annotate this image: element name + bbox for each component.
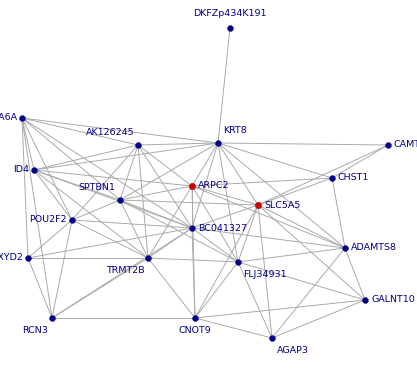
Point xyxy=(384,142,391,148)
Text: ADAMTS8: ADAMTS8 xyxy=(351,243,397,252)
Point xyxy=(255,202,261,208)
Text: AGAP3: AGAP3 xyxy=(277,346,309,355)
Text: GALNT10: GALNT10 xyxy=(371,296,415,304)
Text: AK126245: AK126245 xyxy=(86,128,135,137)
Text: POU2F2: POU2F2 xyxy=(30,216,67,224)
Point xyxy=(25,255,31,261)
Point xyxy=(31,167,38,173)
Text: CHST1: CHST1 xyxy=(338,174,369,183)
Point xyxy=(215,140,221,146)
Text: MS4A6A: MS4A6A xyxy=(0,113,17,122)
Point xyxy=(117,197,123,203)
Text: TRMT2B: TRMT2B xyxy=(106,266,145,275)
Point xyxy=(342,245,348,251)
Text: SLC5A5: SLC5A5 xyxy=(264,200,300,210)
Point xyxy=(188,225,195,231)
Text: ARPC2: ARPC2 xyxy=(198,182,229,191)
Text: FXYD2: FXYD2 xyxy=(0,254,23,263)
Text: DKFZp434K191: DKFZp434K191 xyxy=(193,9,267,18)
Point xyxy=(49,315,55,321)
Text: CNOT9: CNOT9 xyxy=(178,326,211,335)
Text: ID4: ID4 xyxy=(13,166,29,174)
Point xyxy=(329,175,335,181)
Text: RCN3: RCN3 xyxy=(22,326,48,335)
Point xyxy=(235,259,241,265)
Text: KRT8: KRT8 xyxy=(223,126,247,135)
Text: SPTBN1: SPTBN1 xyxy=(78,183,115,192)
Point xyxy=(188,183,195,189)
Text: BC041327: BC041327 xyxy=(198,224,247,232)
Point xyxy=(145,255,151,261)
Text: FLJ34931: FLJ34931 xyxy=(243,270,286,279)
Point xyxy=(227,25,234,31)
Point xyxy=(69,217,75,223)
Text: CAMTA1: CAMTA1 xyxy=(394,141,417,149)
Point xyxy=(269,335,275,341)
Point xyxy=(192,315,198,321)
Point xyxy=(19,115,25,121)
Point xyxy=(362,297,368,303)
Point xyxy=(135,142,141,148)
